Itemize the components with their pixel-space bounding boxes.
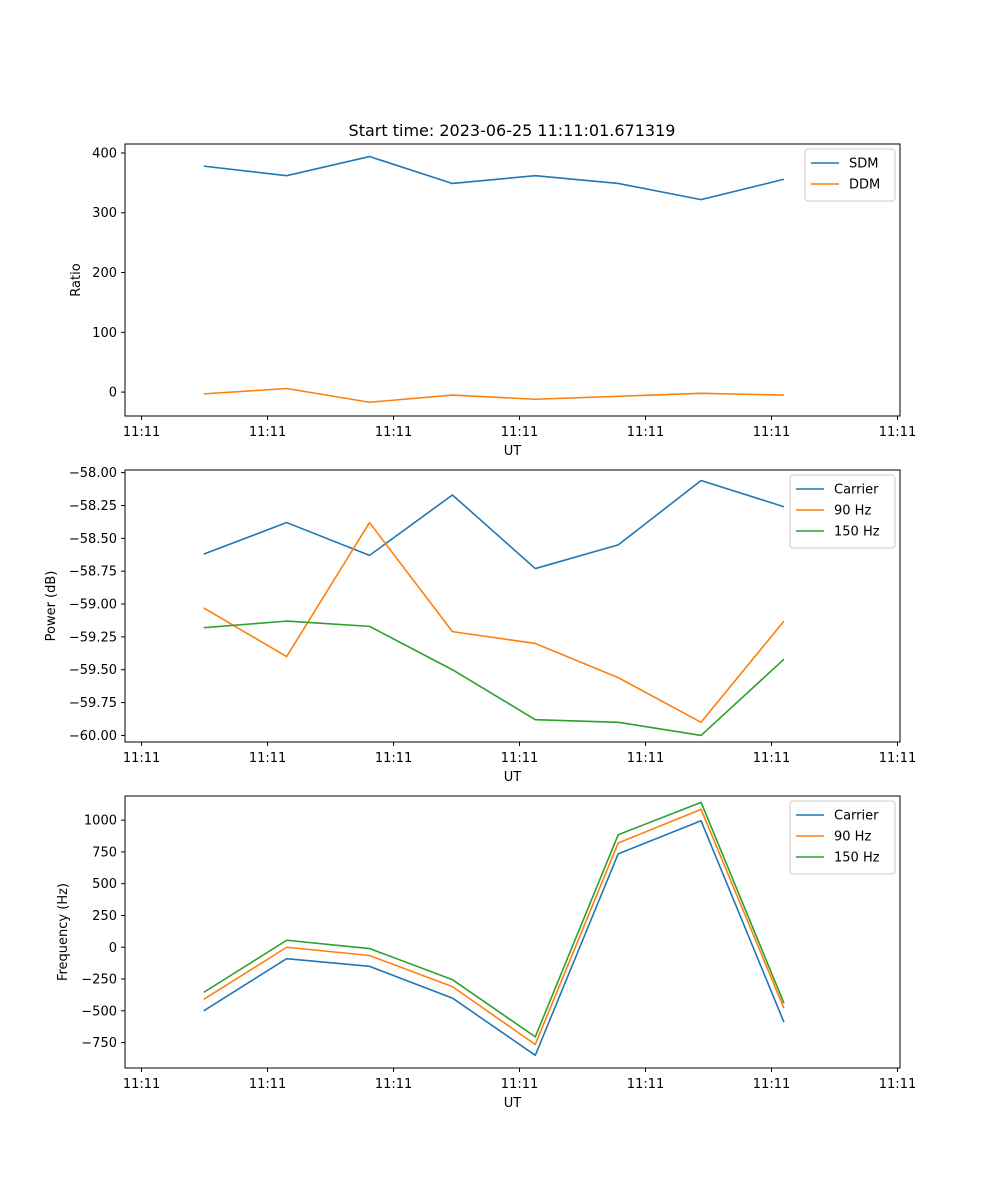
x-tick-label: 11:11 — [753, 425, 790, 440]
x-tick-label: 11:11 — [879, 1077, 916, 1092]
legend-label: Carrier — [834, 483, 879, 498]
y-axis-label: Power (dB) — [44, 571, 59, 642]
x-tick-label: 11:11 — [375, 425, 412, 440]
legend-label: 150 Hz — [834, 525, 880, 540]
legend-label: 90 Hz — [834, 504, 871, 519]
subplot-1: 0 100 200 300 400 11:11 11:11 11:11 11:11 11:11 11… — [69, 143, 916, 459]
series-line-90-hz — [203, 521, 785, 724]
x-tick-label: 11:11 — [753, 751, 790, 766]
series-line-150-hz — [203, 801, 785, 1038]
y-tick-label: 0 — [109, 386, 117, 401]
subplot-panels: 0 100 200 300 400 11:11 11:11 11:11 11:11 11:11 11… — [44, 143, 916, 1111]
x-tick-label: 11:11 — [627, 1077, 664, 1092]
y-tick-label: 250 — [92, 909, 117, 924]
x-tick-label: 11:11 — [879, 751, 916, 766]
legend: Carrier 90 Hz 150 Hz — [789, 474, 896, 549]
legend-label: 150 Hz — [834, 851, 880, 866]
y-tick-label: 100 — [92, 326, 117, 341]
subplot-2: −60.00 −59.75 −59.50 −59.25 −59.00 −58.75 −58.… — [44, 466, 916, 785]
x-tick-label: 11:11 — [123, 425, 160, 440]
legend: Carrier 90 Hz 150 Hz — [789, 800, 896, 875]
y-tick-label: 200 — [92, 266, 117, 281]
legend-label: SDM — [849, 157, 878, 172]
x-tick-label: 11:11 — [501, 751, 538, 766]
x-tick-label: 11:11 — [879, 425, 916, 440]
y-tick-label: −500 — [81, 1004, 117, 1019]
y-axis-label: Ratio — [69, 263, 84, 296]
y-tick-label: −58.00 — [69, 466, 117, 481]
y-tick-label: 300 — [92, 206, 117, 221]
x-axis-label: UT — [504, 770, 522, 785]
plot-frame — [124, 469, 901, 743]
y-tick-label: −58.50 — [69, 532, 117, 547]
y-tick-label: 0 — [109, 941, 117, 956]
legend: SDM DDM — [804, 148, 896, 202]
series-line-carrier — [203, 479, 785, 570]
x-tick-label: 11:11 — [249, 425, 286, 440]
plot-frame — [124, 143, 901, 417]
x-axis-label: UT — [504, 444, 522, 459]
series-line-carrier — [203, 819, 785, 1057]
y-tick-label: −58.25 — [69, 499, 117, 514]
y-tick-label: −250 — [81, 973, 117, 988]
x-axis-label: UT — [504, 1096, 522, 1111]
y-tick-label: −59.50 — [69, 663, 117, 678]
legend-label: 90 Hz — [834, 830, 871, 845]
x-tick-label: 11:11 — [627, 425, 664, 440]
x-tick-label: 11:11 — [249, 751, 286, 766]
x-tick-label: 11:11 — [753, 1077, 790, 1092]
plot-frame — [124, 795, 901, 1069]
x-tick-label: 11:11 — [501, 1077, 538, 1092]
x-tick-label: 11:11 — [375, 751, 412, 766]
series-line-sdm — [203, 155, 785, 201]
x-tick-label: 11:11 — [627, 751, 664, 766]
x-tick-label: 11:11 — [123, 751, 160, 766]
y-tick-label: −750 — [81, 1036, 117, 1051]
legend-box — [804, 148, 896, 202]
y-tick-label: 1000 — [84, 814, 117, 829]
legend-label: Carrier — [834, 809, 879, 824]
y-tick-label: −59.75 — [69, 696, 117, 711]
y-tick-label: 400 — [92, 146, 117, 161]
figure-title: Start time: 2023-06-25 11:11:01.671319 — [349, 121, 676, 140]
x-tick-label: 11:11 — [501, 425, 538, 440]
y-tick-label: −60.00 — [69, 729, 117, 744]
legend-box — [789, 474, 896, 549]
y-tick-label: 500 — [92, 877, 117, 892]
series-line-90-hz — [203, 808, 785, 1046]
x-tick-label: 11:11 — [123, 1077, 160, 1092]
x-tick-label: 11:11 — [375, 1077, 412, 1092]
x-tick-label: 11:11 — [249, 1077, 286, 1092]
legend-label: DDM — [849, 178, 880, 193]
y-tick-label: 750 — [92, 845, 117, 860]
legend-box — [789, 800, 896, 875]
subplot-3: −750 −500 −250 0 250 500 750 1000 11:11 11:11 11:1… — [56, 795, 916, 1111]
y-axis-label: Frequency (Hz) — [56, 883, 71, 981]
series-line-150-hz — [203, 620, 785, 737]
y-tick-label: −59.25 — [69, 630, 117, 645]
y-tick-label: −59.00 — [69, 598, 117, 613]
y-tick-label: −58.75 — [69, 565, 117, 580]
series-line-ddm — [203, 387, 784, 404]
